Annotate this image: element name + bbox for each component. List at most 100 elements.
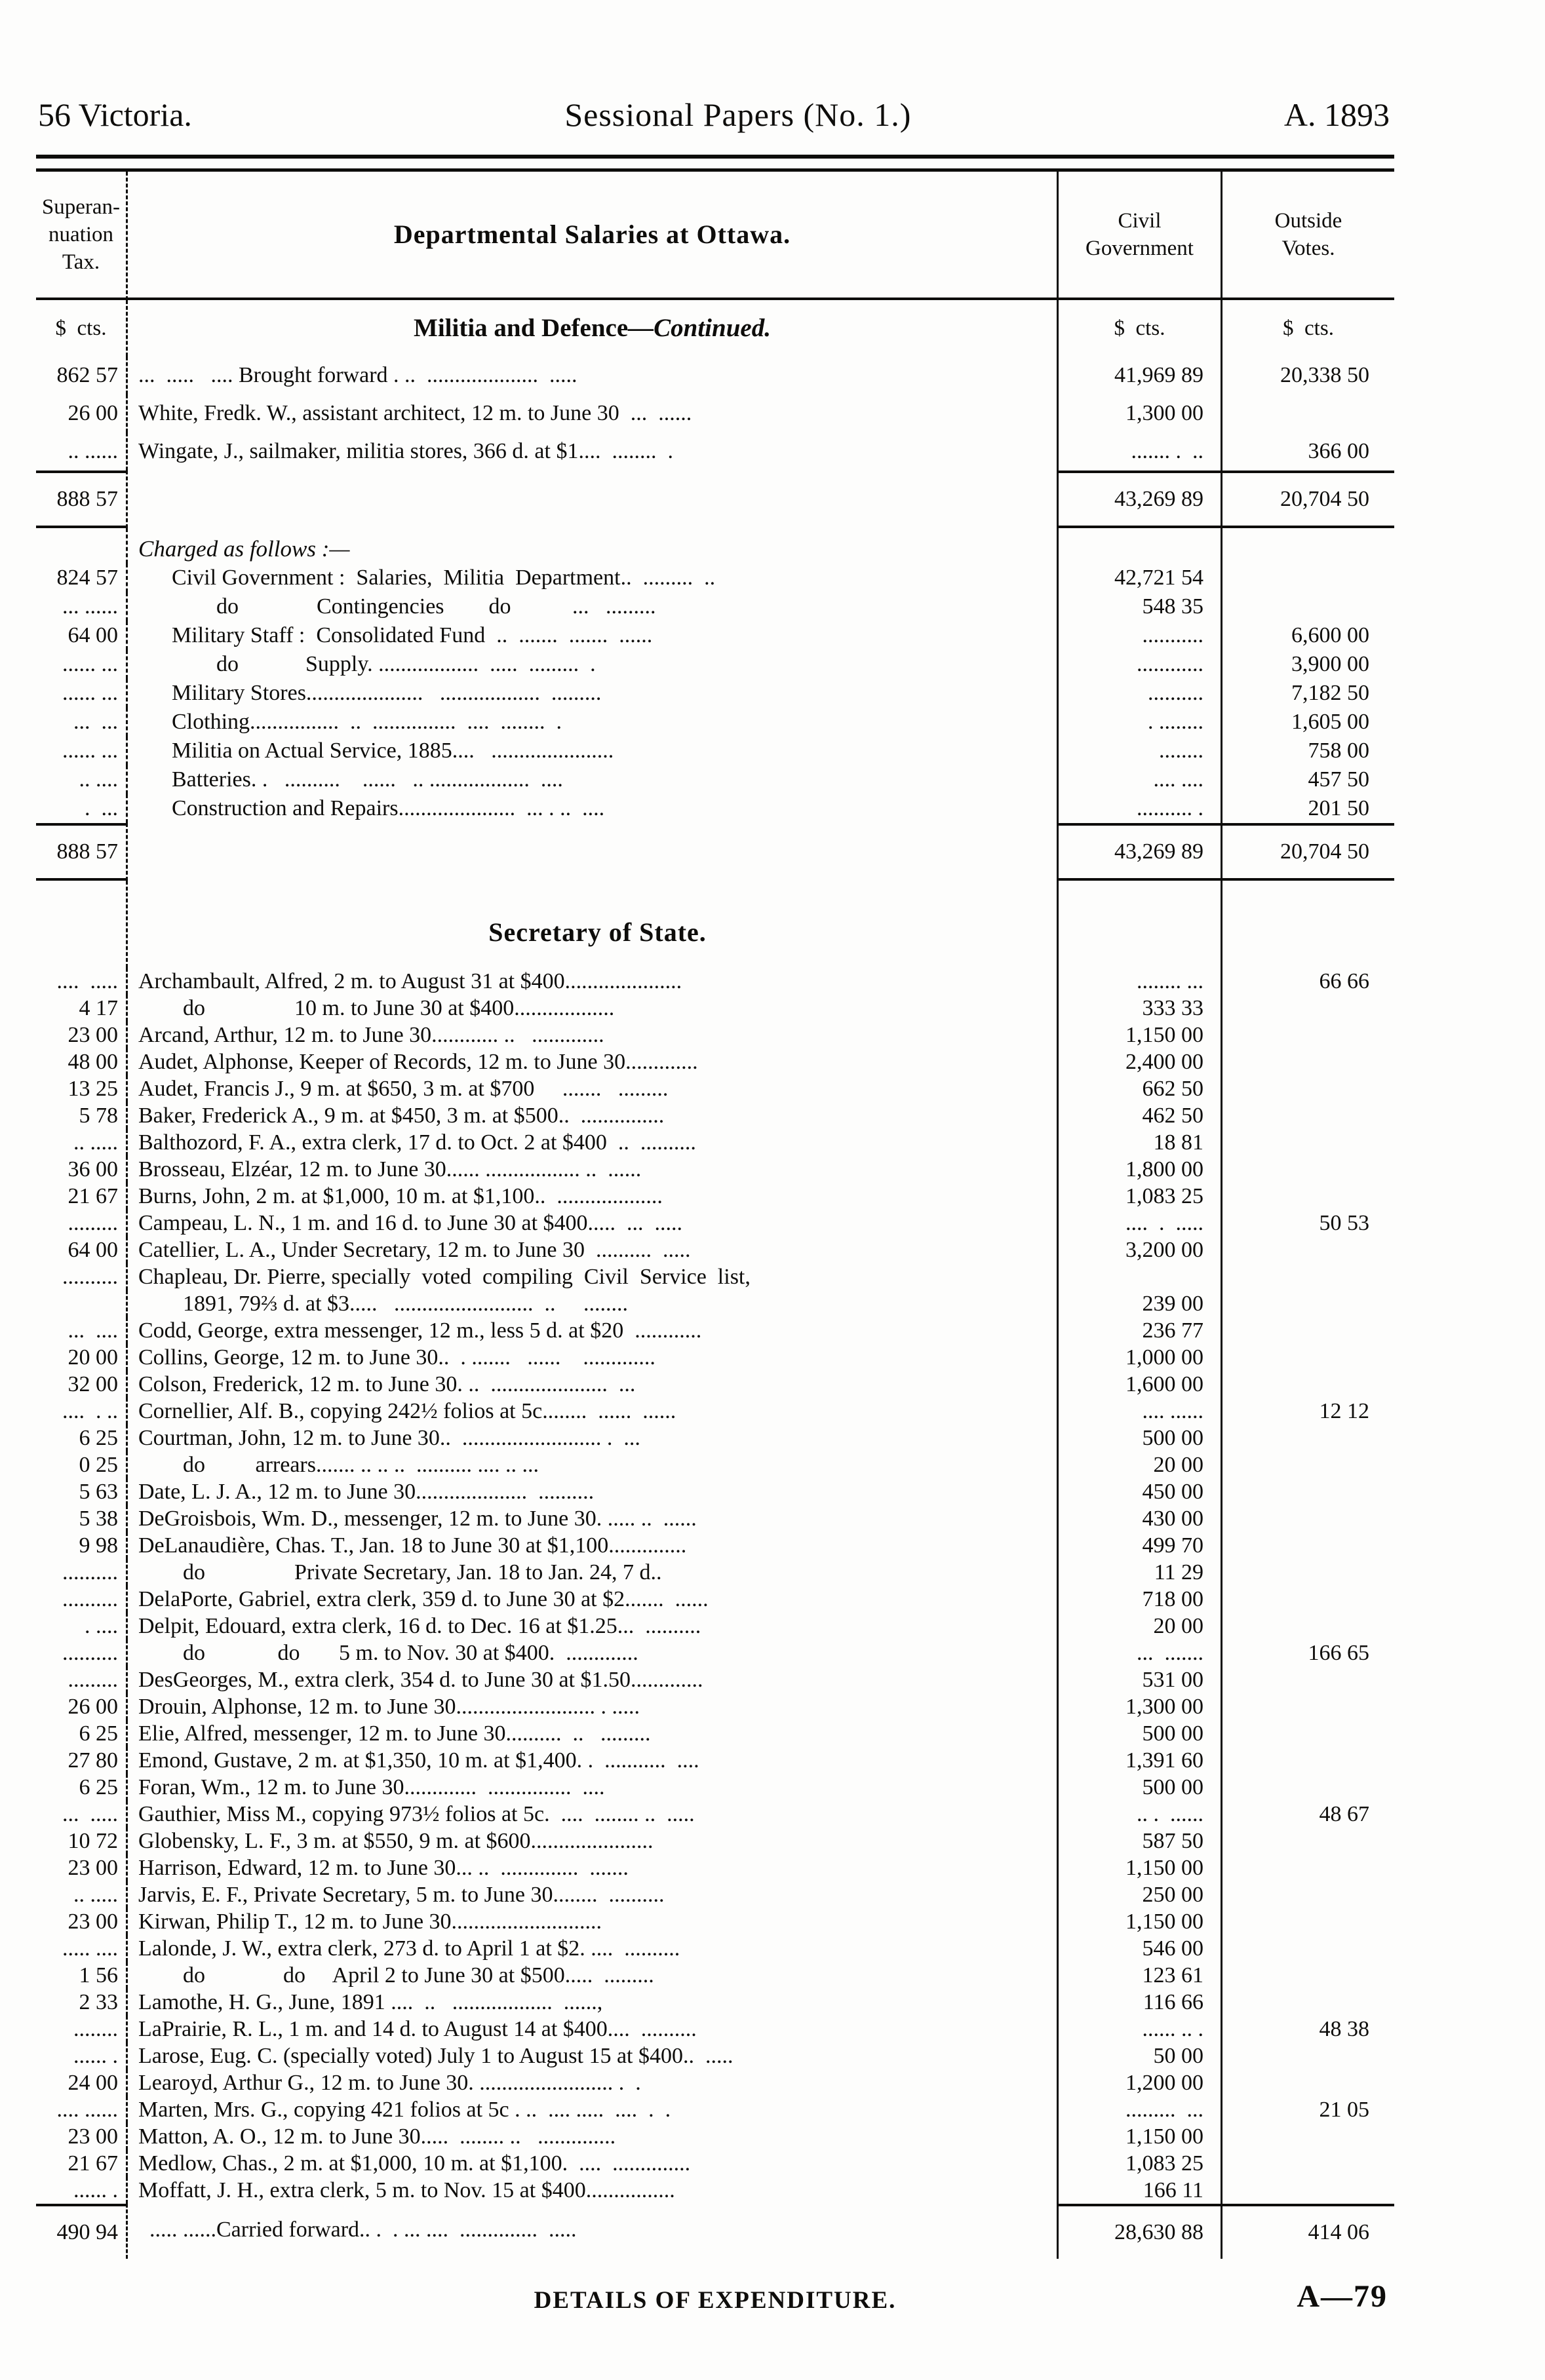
out-cell (1222, 1586, 1394, 1613)
ledger-row: ... ... Clothing................ .. ....… (36, 708, 1394, 737)
ledger-row: .... . .. Cornellier, Alf. B., copying 24… (36, 1398, 1394, 1425)
ledger-row: 6 25 Courtman, John, 12 m. to June 30.. .… (36, 1425, 1394, 1451)
out-cell (1222, 881, 1394, 968)
sup-cell: 10 72 (36, 1828, 128, 1854)
desc-cell: Batteries. . .......... ...... .. ......… (128, 765, 1059, 794)
desc-cell: do Private Secretary, Jan. 18 to Jan. 24… (128, 1559, 1059, 1586)
desc-cell: Arcand, Arthur, 12 m. to June 30........… (128, 1022, 1059, 1048)
desc-cell: Audet, Alphonse, Keeper of Records, 12 m… (128, 1048, 1059, 1075)
sup-cell: 13 25 (36, 1075, 128, 1102)
civil-cell: ........ ... (1059, 968, 1222, 995)
out-cell (1222, 1022, 1394, 1048)
desc-cell: Jarvis, E. F., Private Secretary, 5 m. t… (128, 1881, 1059, 1908)
out-cell: 66 66 (1319, 969, 1370, 993)
ledger-row: .......... do do 5 m. to Nov. 30 at $400… (36, 1640, 1394, 1666)
desc-cell: do do April 2 to June 30 at $500..... ..… (128, 1962, 1059, 1989)
out-cell (1222, 1989, 1394, 2016)
desc-cell: Military Staff : Consolidated Fund .. ..… (128, 621, 1059, 650)
civil-cell: 250 00 (1059, 1881, 1222, 1908)
ledger-row: . ... Construction and Repairs..........… (36, 794, 1394, 823)
out-cell: 3,900 00 (1291, 652, 1369, 676)
sup-cell: ... ..... (36, 1801, 128, 1828)
out-cell (1222, 1720, 1394, 1747)
sup-cell: .. .... (36, 765, 128, 794)
ledger-row: 4 17 do 10 m. to June 30 at $400........… (36, 995, 1394, 1022)
out-cell (1222, 1237, 1394, 1263)
out-cell (1222, 1183, 1394, 1210)
desc-cell: Marten, Mrs. G., copying 421 folios at 5… (128, 2096, 1059, 2123)
total-row: 490 94 ..... ......Carried forward.. . .… (36, 2204, 1394, 2259)
out-cell (1222, 1478, 1394, 1505)
sup-cell: ...... . (36, 2177, 128, 2204)
desc-cell: LaPrairie, R. L., 1 m. and 14 d. to Augu… (128, 2016, 1059, 2043)
sup-cell: 888 57 (36, 823, 128, 881)
ledger-row: 64 00 Catellier, L. A., Under Secretary, … (36, 1237, 1394, 1263)
section-title-row: Secretary of State. (36, 881, 1394, 968)
sup-cell: 2 33 (36, 1989, 128, 2016)
desc-cell: Clothing................ .. ............… (128, 708, 1059, 737)
out-cell: 457 50 (1308, 767, 1370, 792)
civil-cell: .... ...... (1059, 1398, 1222, 1425)
ledger-row: ...... . Larose, Eug. C. (specially voted… (36, 2043, 1394, 2069)
civil-cell (1059, 1263, 1222, 1290)
sup-cell: 64 00 (36, 621, 128, 650)
civil-cell: .. . ...... (1059, 1801, 1222, 1828)
ledger-row: 5 63 Date, L. J. A., 12 m. to June 30....… (36, 1478, 1394, 1505)
sup-cell: ...... ... (36, 737, 128, 765)
col-header-outside-votes: Outside Votes. (1222, 172, 1394, 300)
desc-cell: Delpit, Edouard, extra clerk, 16 d. to D… (128, 1613, 1059, 1640)
sup-cell: .... . .. (36, 1398, 128, 1425)
sup-cell: $ cts. (36, 300, 128, 356)
out-cell (1222, 1317, 1394, 1344)
volume-label: 56 Victoria. (38, 96, 192, 133)
sup-cell: 6 25 (36, 1425, 128, 1451)
civil-cell: ........ (1059, 737, 1222, 765)
sup-cell: 64 00 (36, 1237, 128, 1263)
ledger-row: .... ..... Archambault, Alfred, 2 m. to A… (36, 968, 1394, 995)
ledger-row: 48 00 Audet, Alphonse, Keeper of Records,… (36, 1048, 1394, 1075)
sup-cell: ... ... (36, 708, 128, 737)
civil-cell: 1,800 00 (1059, 1156, 1222, 1183)
civil-cell: ....... . .. (1059, 432, 1222, 470)
sup-cell: ........ (36, 2016, 128, 2043)
desc-cell: Kirwan, Philip T., 12 m. to June 30.....… (128, 1908, 1059, 1935)
desc-cell: Elie, Alfred, messenger, 12 m. to June 3… (128, 1720, 1059, 1747)
sup-cell: .......... (36, 1640, 128, 1666)
ledger-row: 1 56 do do April 2 to June 30 at $500...… (36, 1962, 1394, 1989)
ledger-row: 20 00 Collins, George, 12 m. to June 30..… (36, 1344, 1394, 1371)
ledger-row: ......... Campeau, L. N., 1 m. and 16 d. … (36, 1210, 1394, 1237)
civil-cell: 500 00 (1059, 1720, 1222, 1747)
desc-cell: Chapleau, Dr. Pierre, specially voted co… (128, 1263, 1059, 1290)
out-cell (1222, 1129, 1394, 1156)
out-cell (1222, 2043, 1394, 2069)
ledger-row: 862 57... ..... .... Brought forward . .… (36, 356, 1394, 394)
civil-cell: 42,721 54 (1059, 564, 1222, 592)
civil-cell: 28,630 88 (1059, 2204, 1222, 2259)
footer-title: DETAILS OF EXPENDITURE. (534, 2287, 897, 2314)
desc-cell: Moffatt, J. H., extra clerk, 5 m. to Nov… (128, 2177, 1059, 2204)
civil-cell: 333 33 (1059, 995, 1222, 1022)
out-cell: 20,704 50 (1222, 470, 1394, 528)
civil-cell: 2,400 00 (1059, 1048, 1222, 1075)
ledger-row: ...... ... do Supply. ..................… (36, 650, 1394, 679)
sup-cell: .. ..... (36, 1129, 128, 1156)
sup-cell: 5 63 (36, 1478, 128, 1505)
out-cell (1222, 1102, 1394, 1129)
desc-cell: Courtman, John, 12 m. to June 30.. .....… (128, 1425, 1059, 1451)
civil-cell: 1,083 25 (1059, 1183, 1222, 1210)
ledger-row: ... .... Codd, George, extra messenger, 1… (36, 1317, 1394, 1344)
ledger-row: 5 78 Baker, Frederick A., 9 m. at $450, 3… (36, 1102, 1394, 1129)
ledger-row: 1891, 79⅔ d. at $3..... ................… (36, 1290, 1394, 1317)
civil-cell: 1,150 00 (1059, 2123, 1222, 2150)
sup-cell: ...... ... (36, 679, 128, 708)
civil-cell: .......... . (1059, 794, 1222, 823)
civil-cell: 662 50 (1059, 1075, 1222, 1102)
civil-cell: 1,391 60 (1059, 1747, 1222, 1774)
out-cell (1222, 1828, 1394, 1854)
ledger-row: ......... DesGeorges, M., extra clerk, 35… (36, 1666, 1394, 1693)
out-cell: 20,338 50 (1280, 363, 1369, 387)
ledger-row: .. .... Batteries. . .......... ...... .… (36, 765, 1394, 794)
sup-cell: 20 00 (36, 1344, 128, 1371)
ledger-row: .. ...... Wingate, J., sailmaker, militia… (36, 432, 1394, 470)
sup-cell: 27 80 (36, 1747, 128, 1774)
